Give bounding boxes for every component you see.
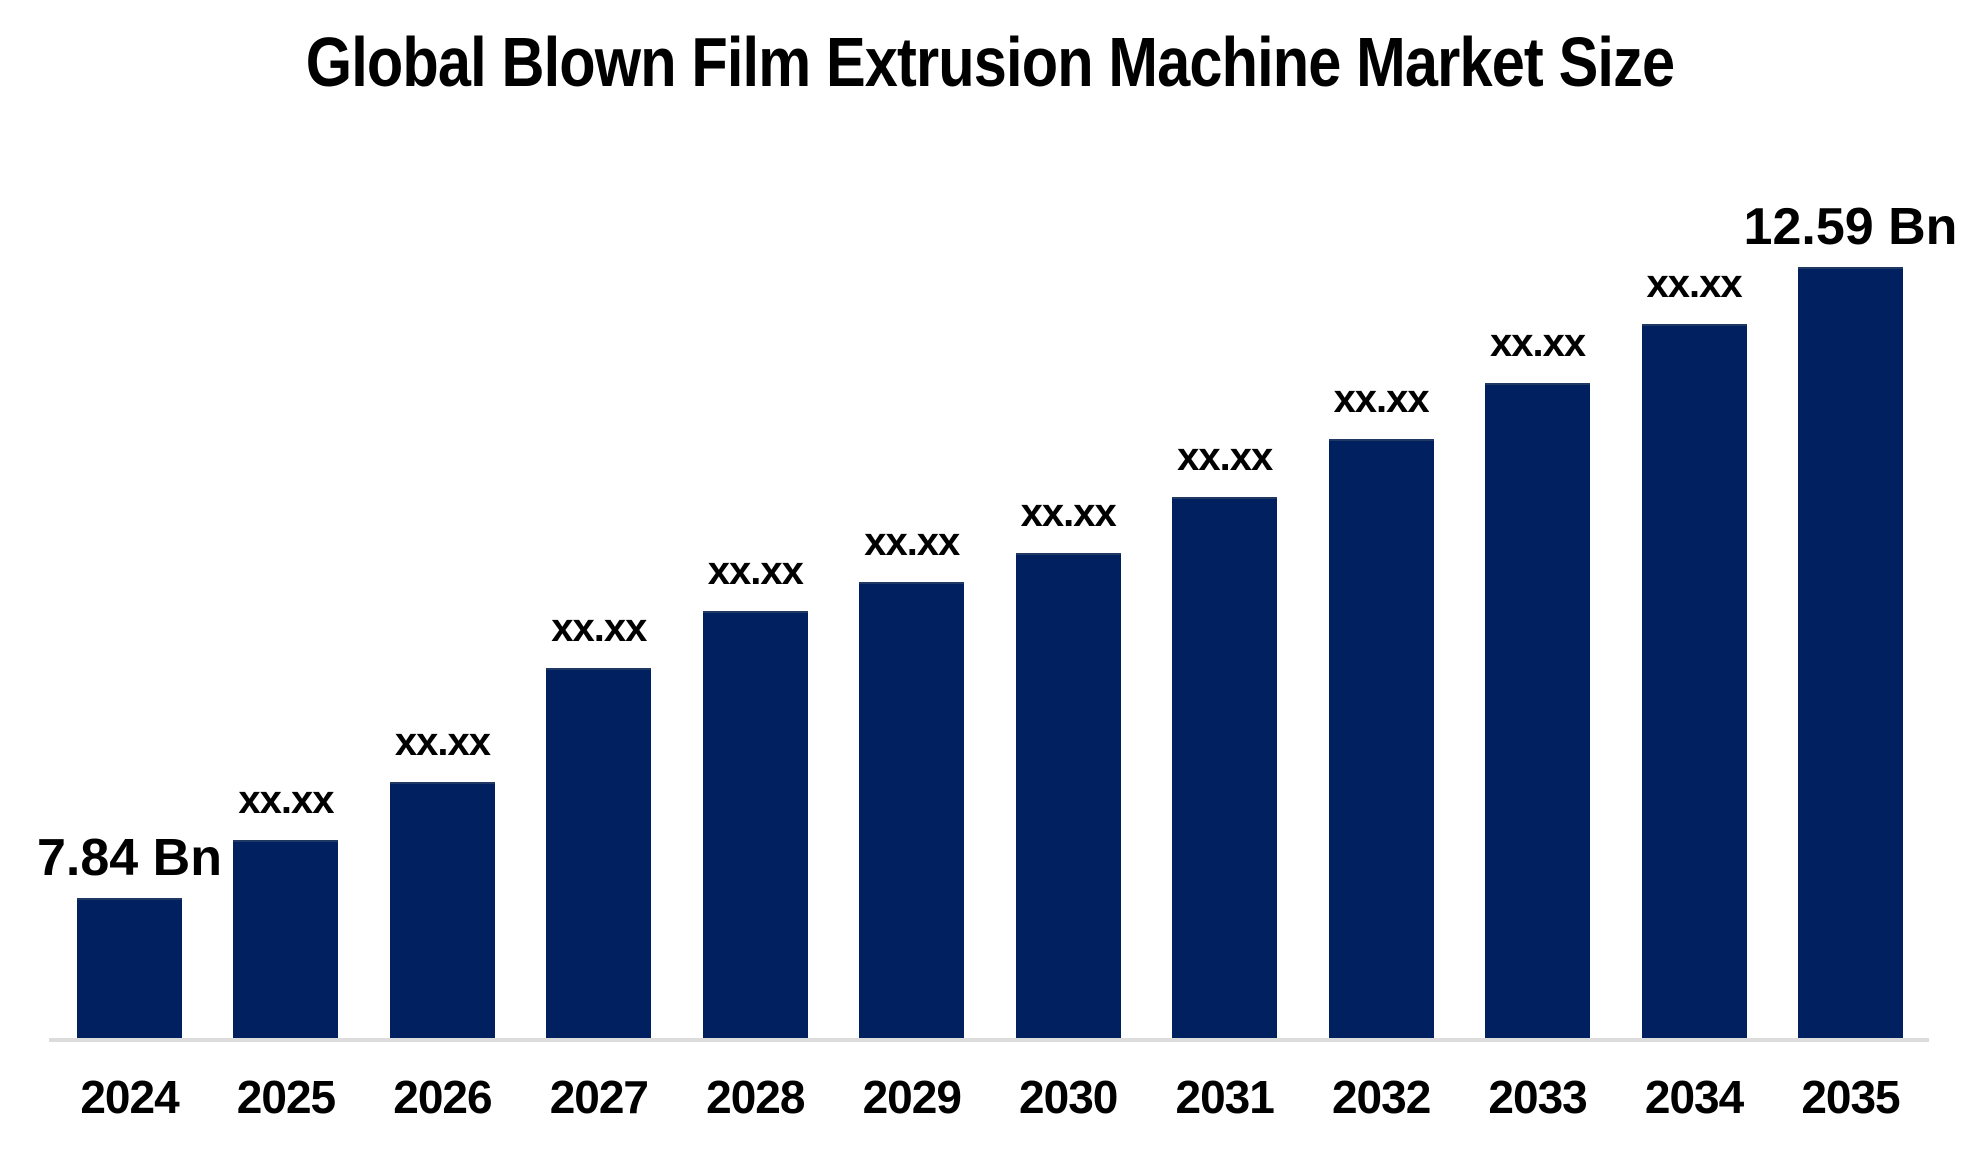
bar-value-label-2024: 7.84 Bn (37, 829, 222, 887)
bar-2028 (702, 611, 808, 1038)
bar-value-label-2035: 12.59 Bn (1743, 198, 1958, 256)
bar-column-2025: xx.xx (233, 778, 339, 1038)
chart-title: Global Blown Film Extrusion Machine Mark… (305, 23, 1675, 101)
x-tick-2035: 2035 (1801, 1071, 1900, 1123)
x-tick-2033: 2033 (1488, 1071, 1587, 1123)
bar-value-label-2033: xx.xx (1490, 321, 1586, 365)
bar-column-2028: xx.xx (702, 549, 808, 1038)
bar-column-2034: xx.xx (1641, 262, 1747, 1038)
x-axis-line (49, 1038, 1929, 1042)
bar-value-label-2030: xx.xx (1020, 491, 1117, 535)
bar-column-2030: xx.xx (1015, 491, 1121, 1038)
bar-2025 (233, 840, 339, 1038)
bar-column-2035: 12.59 Bn (1744, 201, 1957, 1038)
x-axis-tick-labels: 2024 2025 2026 2027 2028 2029 2030 2031 2032 2033… (77, 1074, 1903, 1120)
x-tick-2024: 2024 (80, 1071, 179, 1123)
bar-value-label-2034: xx.xx (1646, 262, 1742, 306)
bar-2033 (1485, 383, 1591, 1038)
bar-value-label-2027: xx.xx (551, 606, 647, 650)
bar-2031 (1172, 497, 1278, 1038)
bar-column-2024: 7.84 Bn (37, 832, 222, 1038)
bar-2035 (1797, 267, 1903, 1038)
bar-column-2027: xx.xx (546, 606, 652, 1038)
bars-area: 7.84 Bn xx.xx xx.xx xx.xx xx.xx xx.xx xx.xx xx.… (37, 0, 1957, 1038)
x-tick-2028: 2028 (706, 1071, 805, 1123)
bar-value-label-2031: xx.xx (1177, 435, 1273, 479)
bar-2032 (1328, 439, 1434, 1038)
x-tick-2026: 2026 (393, 1071, 492, 1123)
bar-2027 (546, 668, 652, 1038)
bar-value-label-2026: xx.xx (394, 720, 491, 764)
x-tick-2032: 2032 (1331, 1071, 1431, 1123)
bar-2034 (1641, 324, 1747, 1038)
bar-2024 (77, 898, 182, 1038)
x-tick-2030: 2030 (1019, 1071, 1118, 1123)
bar-column-2029: xx.xx (859, 520, 965, 1038)
bar-value-label-2029: xx.xx (864, 520, 960, 564)
x-tick-2034: 2034 (1644, 1071, 1744, 1123)
bar-column-2031: xx.xx (1172, 435, 1278, 1038)
bar-value-label-2025: xx.xx (238, 778, 334, 822)
bar-2029 (859, 582, 965, 1038)
bar-2026 (389, 782, 495, 1038)
x-tick-2025: 2025 (236, 1071, 336, 1123)
bar-value-label-2032: xx.xx (1333, 377, 1430, 421)
bar-column-2026: xx.xx (389, 720, 495, 1038)
bar-column-2033: xx.xx (1485, 321, 1591, 1038)
bar-value-label-2028: xx.xx (707, 549, 804, 593)
bar-2030 (1015, 553, 1121, 1038)
bar-column-2032: xx.xx (1328, 377, 1434, 1038)
x-tick-2031: 2031 (1175, 1071, 1275, 1123)
x-tick-2027: 2027 (549, 1071, 649, 1123)
x-tick-2029: 2029 (862, 1071, 962, 1123)
